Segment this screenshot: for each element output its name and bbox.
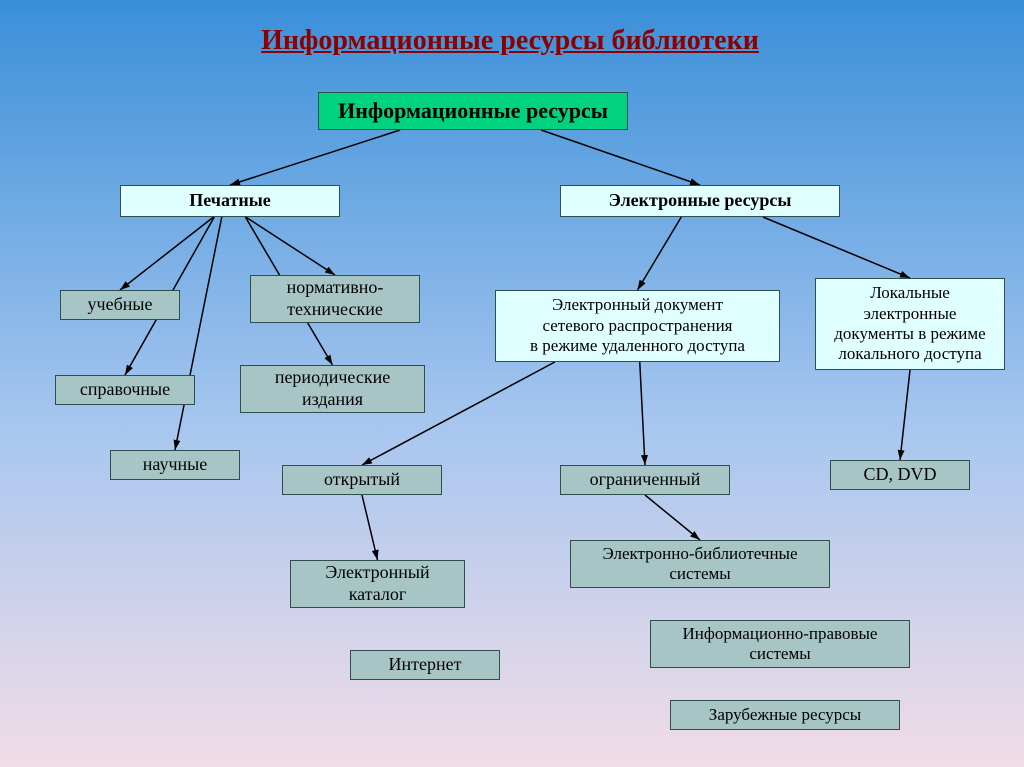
node-print: Печатные	[120, 185, 340, 217]
edge-local-cd	[900, 370, 910, 460]
edge-open-ecat	[362, 495, 378, 560]
edge-elec-remote	[638, 217, 682, 290]
node-foreign: Зарубежные ресурсы	[670, 700, 900, 730]
node-period: периодическиеиздания	[240, 365, 425, 413]
edge-limit-ebs	[645, 495, 700, 540]
edge-print-study	[120, 217, 214, 290]
node-open: открытый	[282, 465, 442, 495]
node-ecat: Электронныйкаталог	[290, 560, 465, 608]
node-local: Локальныеэлектронныедокументы в режимело…	[815, 278, 1005, 370]
edge-remote-limit	[640, 362, 645, 465]
node-elec: Электронные ресурсы	[560, 185, 840, 217]
edge-root-elec	[541, 130, 700, 185]
diagram-canvas: Информационные ресурсы библиотеки Информ…	[0, 0, 1024, 767]
node-remote: Электронный документсетевого распростран…	[495, 290, 780, 362]
node-ebs: Электронно-библиотечныесистемы	[570, 540, 830, 588]
edge-print-norm	[246, 217, 335, 275]
node-net: Интернет	[350, 650, 500, 680]
edge-elec-local	[763, 217, 910, 278]
node-limit: ограниченный	[560, 465, 730, 495]
node-legal: Информационно-правовыесистемы	[650, 620, 910, 668]
node-sci: научные	[110, 450, 240, 480]
node-ref: справочные	[55, 375, 195, 405]
edge-root-print	[230, 130, 400, 185]
edge-print-sci	[175, 217, 222, 450]
diagram-title: Информационные ресурсы библиотеки	[185, 25, 835, 57]
node-cd: CD, DVD	[830, 460, 970, 490]
node-root: Информационные ресурсы	[318, 92, 628, 130]
node-study: учебные	[60, 290, 180, 320]
node-norm: нормативно-технические	[250, 275, 420, 323]
